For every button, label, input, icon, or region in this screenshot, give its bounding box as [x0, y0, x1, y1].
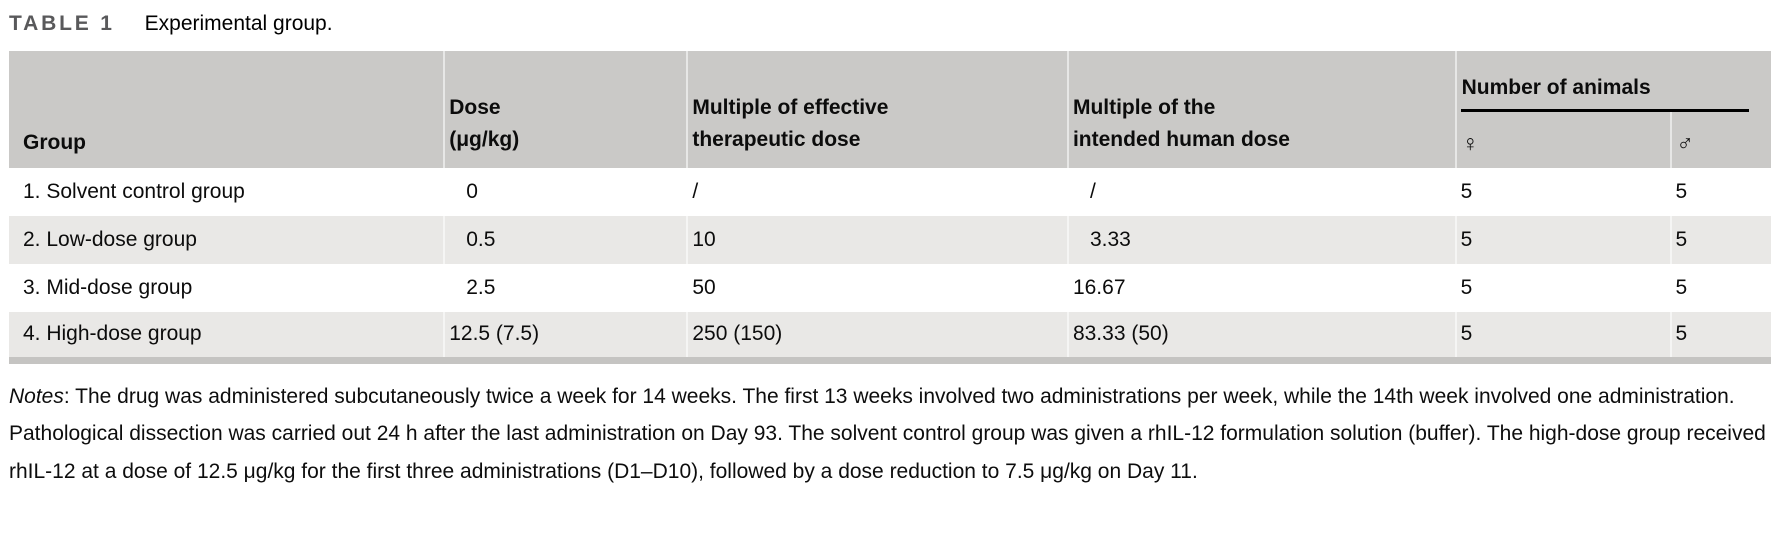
cell-male-count: 5: [1669, 168, 1771, 216]
female-icon: ♀: [1461, 130, 1479, 156]
column-header-multiple-human: Multiple of the intended human dose: [1066, 51, 1456, 168]
paper-table-figure: TABLE 1 Experimental group. Group Dose (…: [9, 12, 1771, 491]
cell-female-count: 5: [1454, 216, 1671, 264]
cell-group: 1. Solvent control group: [23, 180, 245, 203]
column-header-multiple-human-line2: intended human dose: [1072, 127, 1290, 151]
cell-dose: 12.5 (7.5): [443, 312, 688, 360]
cell-multiple-human: 83.33 (50): [1066, 312, 1456, 360]
table-notes: Notes: The drug was administered subcuta…: [9, 378, 1771, 491]
table-caption: Experimental group.: [144, 12, 333, 35]
column-header-male: ♂: [1669, 112, 1771, 168]
column-header-female: ♀: [1454, 112, 1671, 168]
cell-male-count: 5: [1669, 264, 1771, 312]
cell-multiple-human: /: [1066, 168, 1456, 216]
table-number-label: TABLE 1: [9, 12, 115, 35]
column-header-group: Group: [9, 51, 445, 168]
cell-multiple-effective: 10: [686, 216, 1068, 264]
cell-group: 3. Mid-dose group: [23, 276, 193, 299]
table-body: 1. Solvent control group 0 / / 5 5 2. Lo…: [9, 168, 1771, 360]
header-row-sex: ♀ ♂: [9, 112, 1771, 168]
header-row-top: Group Dose (μg/kg) Multiple of effective…: [9, 51, 1771, 168]
experimental-group-table: Group Dose (μg/kg) Multiple of effective…: [9, 51, 1771, 364]
cell-dose: 0: [443, 168, 688, 216]
notes-text: : The drug was administered subcutaneous…: [9, 384, 1766, 483]
cell-multiple-human: 16.67: [1066, 264, 1456, 312]
table-row-solvent-control: 1. Solvent control group 0 / / 5 5: [9, 168, 1771, 216]
cell-multiple-human: 3.33: [1066, 216, 1456, 264]
column-header-multiple-effective-line1: Multiple of effective: [692, 96, 889, 119]
column-header-multiple-human-line1: Multiple of the: [1072, 96, 1216, 119]
cell-multiple-effective: 250 (150): [686, 312, 1068, 360]
cell-female-count: 5: [1454, 312, 1671, 360]
table-title: TABLE 1 Experimental group.: [9, 12, 1771, 36]
column-header-number-of-animals: Number of animals: [1454, 51, 1771, 112]
table-row-high-dose: 4. High-dose group 12.5 (7.5) 250 (150) …: [9, 312, 1771, 360]
column-header-multiple-effective: Multiple of effective therapeutic dose: [686, 51, 1068, 168]
cell-group: 4. High-dose group: [23, 322, 202, 346]
cell-female-count: 5: [1454, 264, 1671, 312]
cell-female-count: 5: [1454, 168, 1671, 216]
notes-label: Notes: [9, 384, 64, 408]
table-row-low-dose: 2. Low-dose group 0.5 10 3.33 5 5: [9, 216, 1771, 264]
cell-group: 2. Low-dose group: [23, 228, 197, 251]
column-header-dose: Dose (μg/kg): [443, 51, 688, 168]
cell-male-count: 5: [1669, 216, 1771, 264]
cell-multiple-effective: 50: [686, 264, 1068, 312]
table-header: Group Dose (μg/kg) Multiple of effective…: [9, 51, 1771, 168]
cell-male-count: 5: [1669, 312, 1771, 360]
column-header-multiple-effective-line2: therapeutic dose: [692, 127, 861, 151]
male-icon: ♂: [1676, 130, 1694, 156]
cell-dose: 0.5: [443, 216, 688, 264]
column-header-dose-line2: (μg/kg): [449, 127, 520, 151]
cell-dose: 2.5: [443, 264, 688, 312]
cell-multiple-effective: /: [686, 168, 1068, 216]
number-of-animals-label: Number of animals: [1460, 74, 1749, 112]
table-row-mid-dose: 3. Mid-dose group 2.5 50 16.67 5 5: [9, 264, 1771, 312]
column-header-dose-line1: Dose: [449, 96, 501, 119]
